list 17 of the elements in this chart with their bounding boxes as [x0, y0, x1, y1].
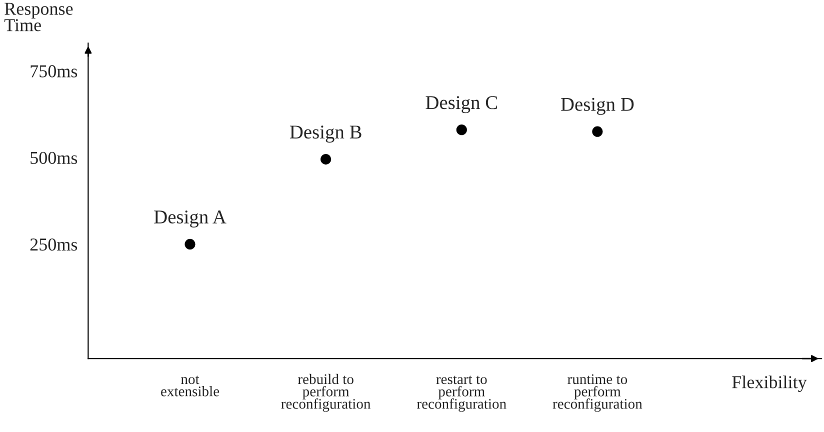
x-tick-label: not extensible: [161, 376, 220, 396]
point: [456, 124, 467, 136]
y-tick-label: 750ms: [30, 65, 78, 78]
annotation: Design D: [561, 98, 634, 115]
annotation: Design A: [154, 210, 226, 228]
point: [184, 238, 196, 250]
y-tick-label: 250ms: [30, 238, 78, 251]
x-tick-label: restart to perform reconfiguration: [416, 376, 506, 412]
x-tick-label: runtime to perform reconfiguration: [552, 374, 642, 412]
annotation: Design B: [290, 126, 362, 143]
y-tick-label: 500ms: [30, 152, 78, 164]
x-tick-label: rebuild to perform reconfiguration: [281, 374, 371, 412]
annotation: Design C: [426, 96, 498, 114]
point: [320, 154, 332, 165]
x-axis-title: Flexibility: [732, 376, 807, 392]
y-axis-title: Response Time: [4, 2, 73, 32]
point: [592, 126, 603, 137]
